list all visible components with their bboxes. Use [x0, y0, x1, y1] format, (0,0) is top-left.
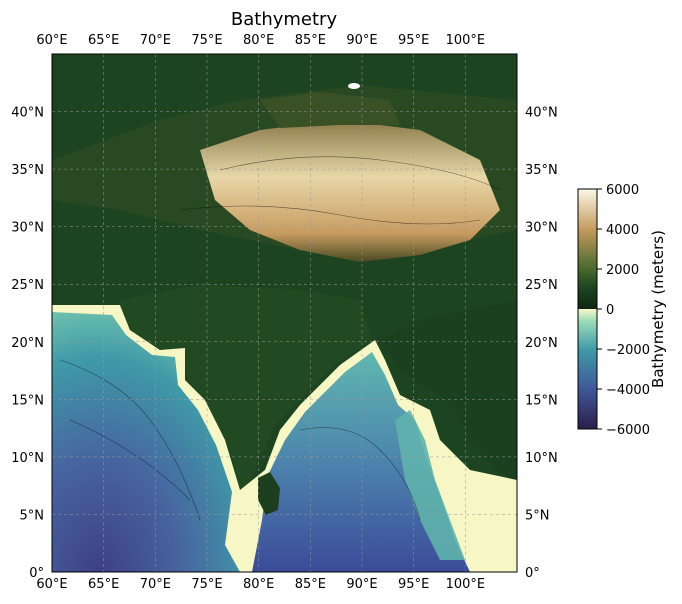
lon-tick-label-top: 100°E [446, 33, 486, 48]
lon-tick-label-bottom: 100°E [446, 577, 486, 592]
lon-tick-label-top: 75°E [191, 33, 222, 48]
colorbar-tick-label: −2000 [606, 343, 650, 358]
lon-tick-label-top: 65°E [88, 33, 119, 48]
colorbar-tick-label: 0 [606, 303, 614, 318]
lon-tick-label-bottom: 90°E [346, 577, 377, 592]
lake-marker [348, 83, 360, 89]
colorbar-tick-label: −4000 [606, 383, 650, 398]
map-area [52, 54, 517, 572]
lon-tick-label-top: 80°E [243, 33, 274, 48]
lon-tick-label-bottom: 80°E [243, 577, 274, 592]
lat-tick-label-left: 0° [29, 566, 44, 581]
colorbar-tick-label: 4000 [606, 223, 639, 238]
contour-lines [59, 156, 501, 521]
colorbar-tick-label: 2000 [606, 263, 639, 278]
lon-tick-label-top: 95°E [398, 33, 429, 48]
colorbar-gradient [577, 188, 598, 430]
lat-tick-label-right: 0° [525, 566, 540, 581]
lat-tick-label-right: 30°N [525, 221, 558, 236]
lon-tick-label-bottom: 95°E [398, 577, 429, 592]
lat-tick-label-left: 40°N [11, 106, 44, 121]
map-gridlines [52, 54, 517, 572]
colorbar-ticks: 6000 4000 2000 0 −2000 −4000 −6000 [597, 183, 650, 438]
lat-tick-label-left: 20°N [11, 336, 44, 351]
lon-tick-label-bottom: 75°E [191, 577, 222, 592]
tarim-basin [260, 92, 400, 128]
lat-tick-label-left: 5°N [20, 508, 45, 523]
map-tick-labels: 60°E 60°E 65°E 65°E 70°E 70°E 75°E 75°E 80°E 80°E… [11, 33, 558, 592]
lat-tick-label-right: 10°N [525, 451, 558, 466]
lon-tick-label-top: 85°E [295, 33, 326, 48]
lon-tick-label-bottom: 65°E [88, 577, 119, 592]
lat-tick-label-right: 35°N [525, 163, 558, 178]
bay-of-bengal [252, 352, 470, 572]
map-title: Bathymetry [231, 9, 338, 30]
southeast-asia-land [380, 300, 517, 480]
lon-tick-label-top: 70°E [140, 33, 171, 48]
lat-tick-label-left: 30°N [11, 221, 44, 236]
lat-tick-label-left: 25°N [11, 278, 44, 293]
lat-tick-label-right: 25°N [525, 278, 558, 293]
lat-tick-label-left: 35°N [11, 163, 44, 178]
lon-tick-label-top: 60°E [36, 33, 67, 48]
lon-tick-label-bottom: 60°E [36, 577, 67, 592]
map-frame [51, 53, 518, 573]
lon-tick-label-top: 90°E [346, 33, 377, 48]
lat-tick-label-right: 15°N [525, 393, 558, 408]
colorbar: 6000 4000 2000 0 −2000 −4000 −6000 Bathymetry … [577, 183, 667, 438]
lat-tick-label-right: 20°N [525, 336, 558, 351]
sri-lanka [258, 472, 280, 515]
lat-tick-label-right: 5°N [525, 508, 550, 523]
lon-tick-label-bottom: 85°E [295, 577, 326, 592]
colorbar-tick-label: 6000 [606, 183, 639, 198]
lat-tick-label-left: 10°N [11, 451, 44, 466]
indian-peninsula [120, 285, 372, 488]
colorbar-label: Bathymetry (meters) [649, 230, 667, 388]
colorbar-tick-label: −6000 [606, 423, 650, 438]
lat-tick-label-right: 40°N [525, 106, 558, 121]
lon-tick-label-bottom: 70°E [140, 577, 171, 592]
andaman-sea [395, 410, 465, 560]
lat-tick-label-left: 15°N [11, 393, 44, 408]
